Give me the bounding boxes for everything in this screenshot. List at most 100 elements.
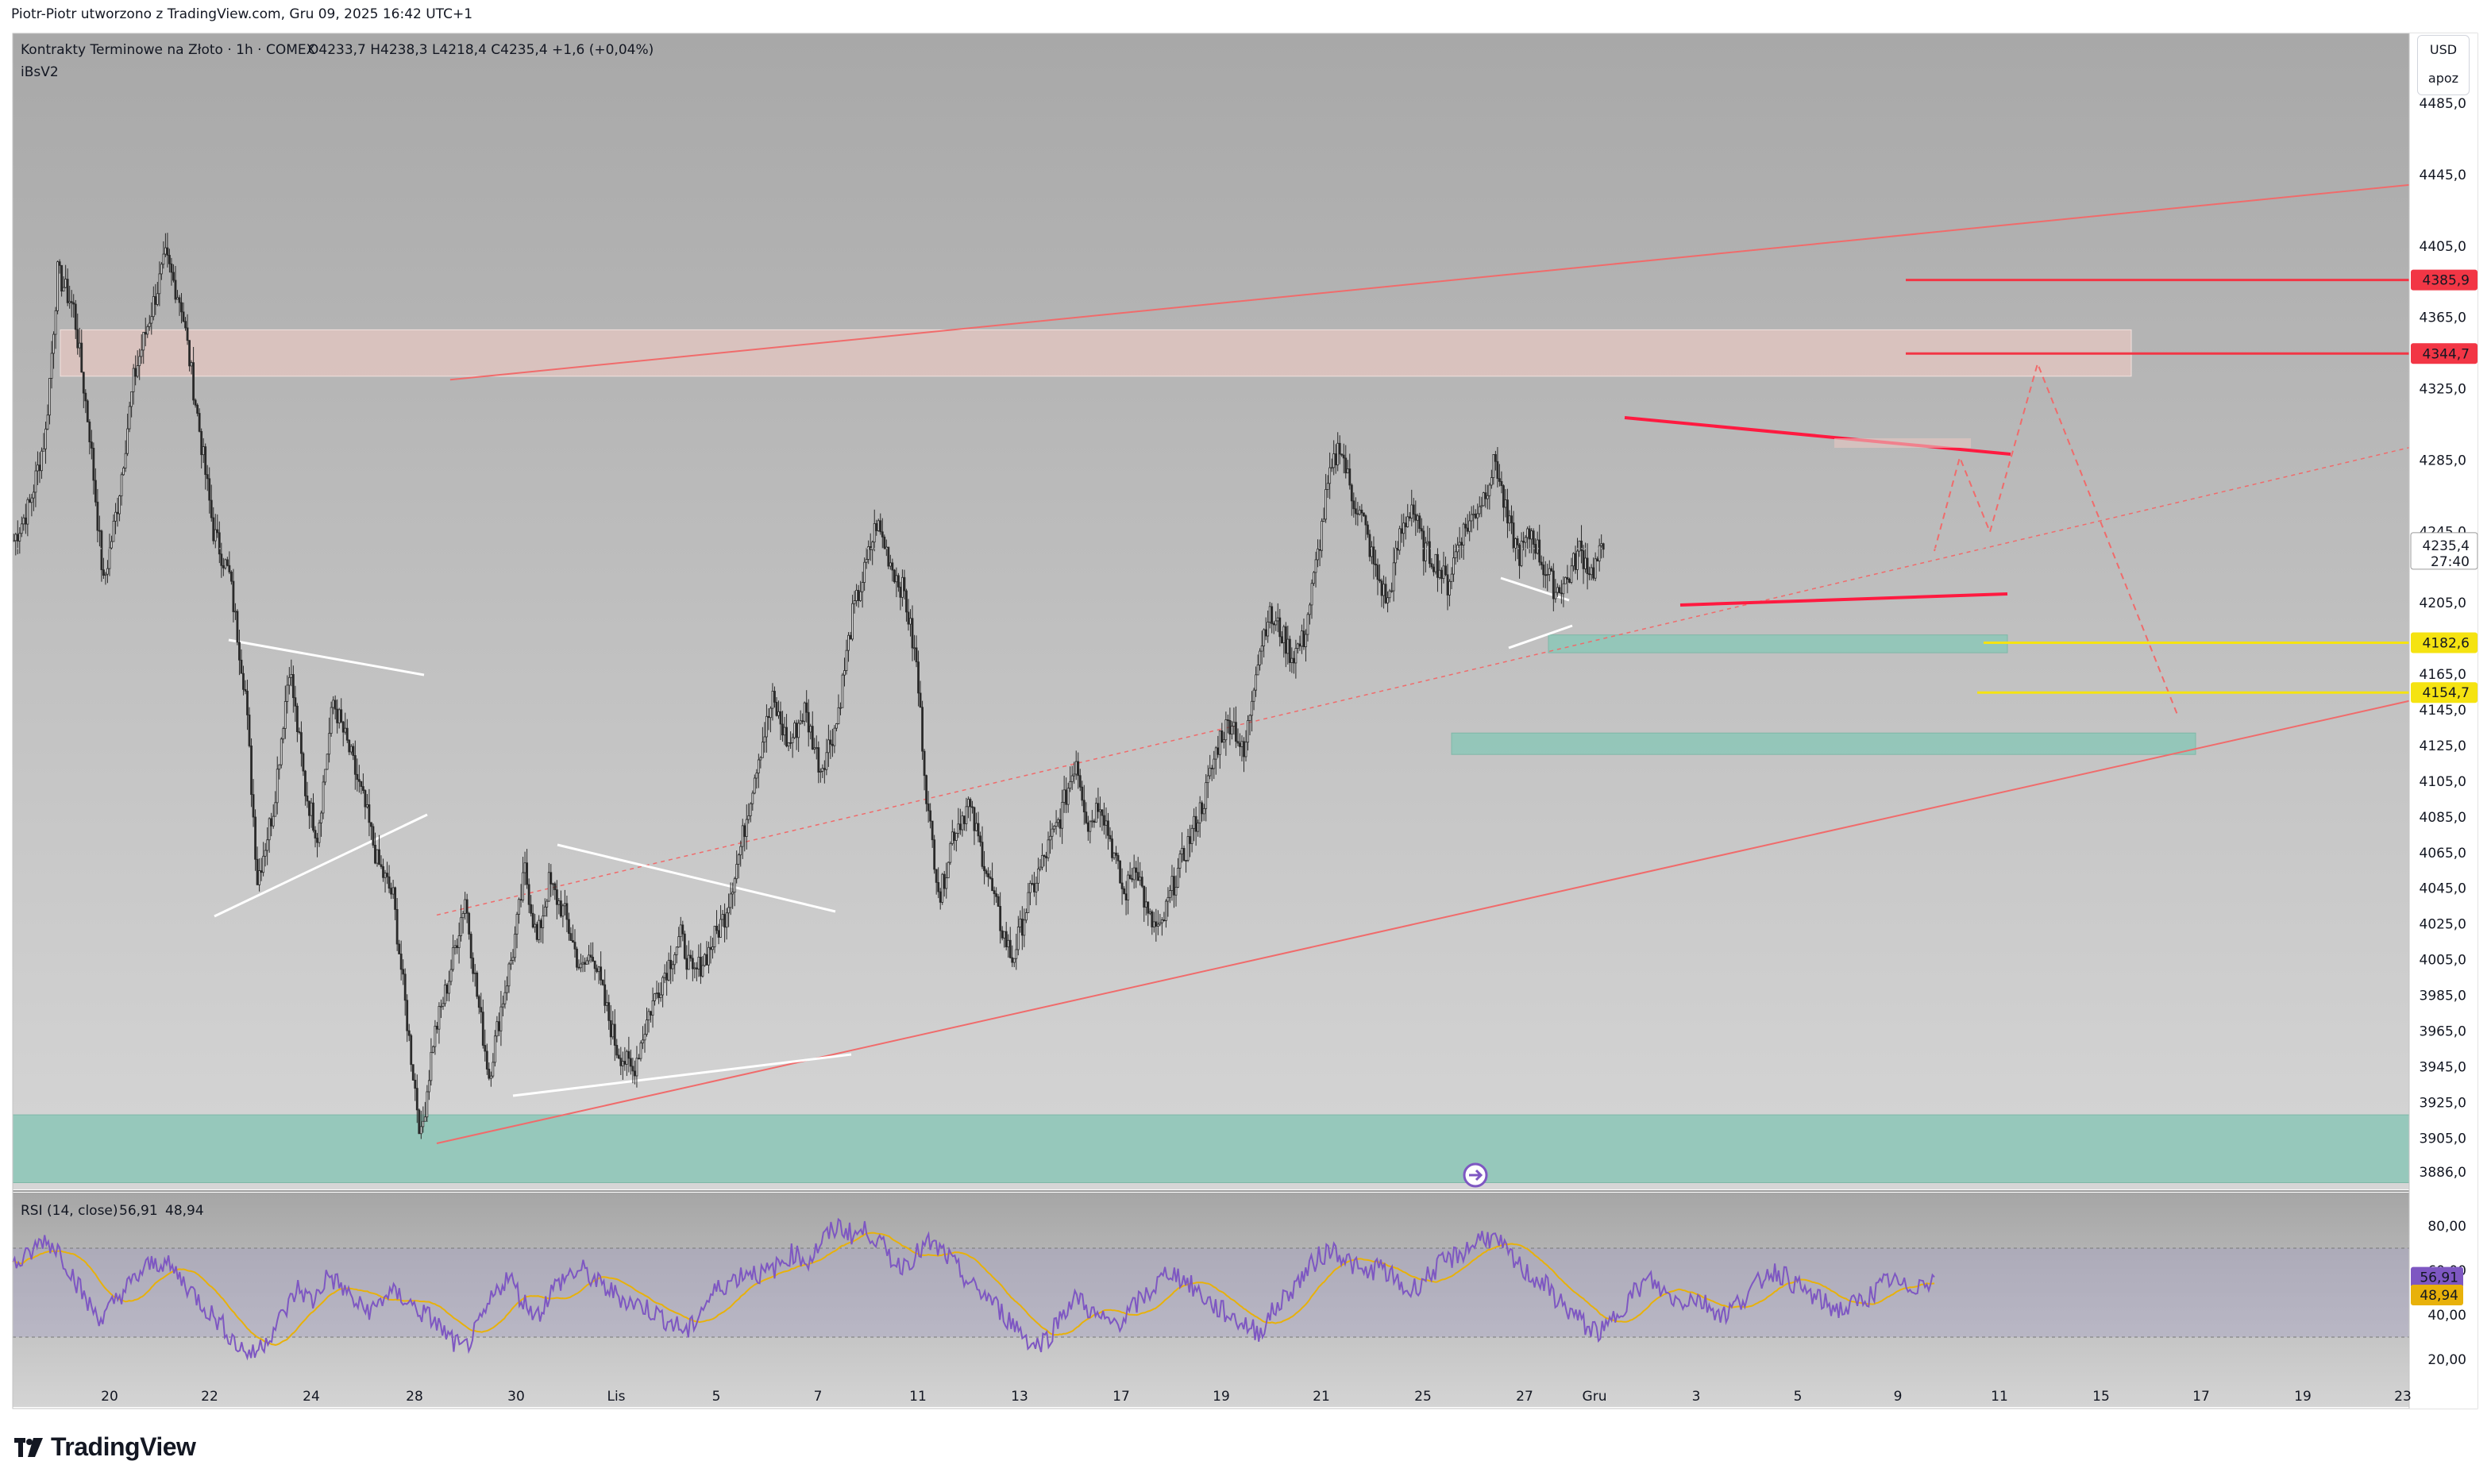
candle [394,887,397,910]
candle [683,933,686,959]
candle [985,870,988,874]
candle [136,365,139,377]
candle [134,368,137,377]
candle [295,705,299,732]
candle [1123,888,1126,895]
candle [705,954,708,966]
candle [713,925,716,947]
candle [287,676,291,686]
candle [801,720,804,723]
candle [805,702,808,713]
candle [218,532,221,555]
candle [232,580,235,612]
candle [1298,643,1301,647]
candle [1402,522,1406,534]
candle [1592,567,1595,579]
candle [276,769,279,804]
candle [841,674,844,708]
candle [1217,747,1220,755]
replay-marker[interactable] [1463,1162,1488,1188]
candle [1231,726,1233,735]
candle [843,670,846,676]
candle [1177,867,1179,888]
candle [1498,478,1501,482]
candle [875,523,878,531]
candle [1516,538,1519,545]
candle [1342,454,1345,459]
demand-zone [1548,634,2008,653]
candle [1001,930,1004,939]
candle [515,914,519,935]
candle [623,1061,627,1065]
main-pane[interactable] [12,33,2424,1189]
candle [353,755,357,775]
candle [997,896,1000,907]
candle [879,520,882,533]
candle [522,872,524,901]
triangle-line [512,1053,852,1097]
price-badge-label: 4344,7 [2423,346,2470,362]
candle [266,839,269,851]
candle [1156,923,1159,927]
candle [1085,811,1088,823]
candle [320,812,322,823]
price-axis[interactable]: 4485,04445,04405,04365,04325,04285,04245… [2420,96,2466,1181]
candle [743,825,746,837]
scale-mode-label[interactable]: apoz [2427,71,2459,86]
candle [1326,483,1329,490]
candle [749,803,752,816]
candle [324,769,327,783]
candle [1382,584,1385,596]
candle [909,618,912,625]
candle [33,491,35,499]
candle [1594,558,1597,579]
candle [148,322,151,327]
candle [731,892,735,895]
candle [1462,523,1465,545]
candle [711,946,714,950]
rsi-pane[interactable]: RSI (14, close) 56,91 48,94 [12,1193,2409,1407]
candle [609,1020,612,1038]
candle [813,747,816,750]
candle [663,973,666,978]
candle [839,707,842,709]
price-badge [2411,682,2478,703]
candle [559,900,562,917]
currency-selector[interactable]: USD apoz [2417,35,2470,95]
candle [1271,606,1274,624]
candle [542,915,545,928]
candle [1209,767,1212,777]
resistance-trendline [1624,416,2011,456]
candle [1450,573,1453,582]
candle [563,903,566,907]
candle [585,960,588,965]
candle [477,996,480,1008]
time-tick-label: 5 [712,1389,721,1405]
candle [128,406,131,430]
candle [871,542,874,550]
candle [1272,623,1275,626]
candle [1390,590,1394,592]
candle [708,946,710,966]
time-axis[interactable]: 20 22 24 28 30 Lis 5 7 11 13 17 19 21 25 27 Gru 3 5 9 11 15 1… [101,1389,2412,1405]
candle [1047,839,1050,858]
candle [1186,836,1190,861]
candle [1416,515,1419,521]
currency-label[interactable]: USD [2429,42,2458,57]
candle [891,562,894,571]
candle [58,261,61,266]
candle [1344,457,1348,474]
candle [1132,867,1136,881]
price-axis-background [2409,33,2478,1409]
candle [1428,541,1431,565]
candle [723,914,727,928]
candle [869,546,872,550]
candle [1478,506,1481,515]
candle [877,520,880,531]
candle [456,945,458,948]
candle [977,823,980,837]
candle [787,742,790,747]
time-tick-label: 11 [909,1389,927,1405]
candle [190,362,193,367]
